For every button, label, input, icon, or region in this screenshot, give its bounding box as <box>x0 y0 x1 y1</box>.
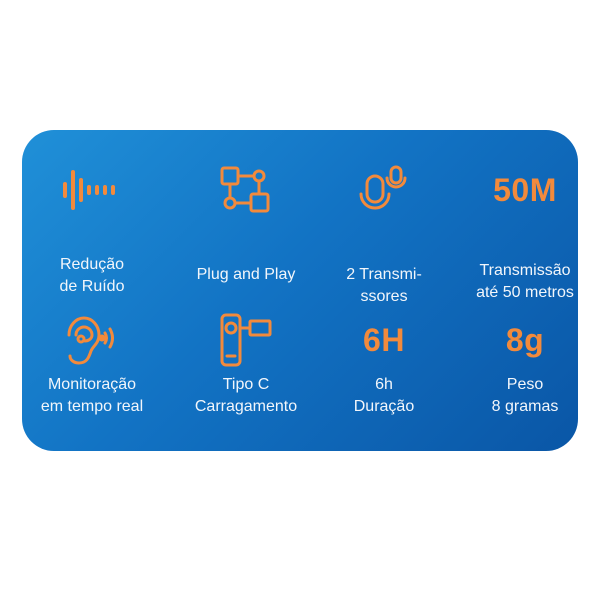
feature-label-line: de Ruído <box>59 278 125 295</box>
feature-label-line: Tipo C <box>222 376 270 393</box>
feature-range: 50M Transmissão até 50 metros <box>450 160 600 302</box>
feature-monitoring: Monitoração em tempo real <box>17 310 167 440</box>
two-microphones-icon <box>309 160 459 220</box>
feature-label-line: Transmissão <box>479 262 571 279</box>
sound-wave-icon <box>17 160 167 220</box>
feature-label-line: Plug and Play <box>196 266 296 283</box>
feature-plug-and-play: Plug and Play <box>171 160 321 300</box>
feature-two-transmitters: 2 Transmi- ssores <box>309 160 459 305</box>
feature-label-line: Duração <box>353 398 415 415</box>
feature-weight: 8g Peso 8 gramas <box>450 310 600 440</box>
ear-sound-icon <box>17 310 167 370</box>
feature-label-line: Monitoração <box>47 376 137 393</box>
feature-label-line: 8 gramas <box>491 398 559 415</box>
feature-usb-c: Tipo C Carragamento <box>171 310 321 440</box>
feature-label-line: Carragamento <box>194 398 298 415</box>
features-card: Redução de Ruído Plug and Play <box>22 130 578 451</box>
feature-battery: 6H 6h Duração <box>309 310 459 440</box>
feature-noise-reduction: Redução de Ruído <box>17 160 167 300</box>
weight-value: 8g <box>505 321 545 358</box>
feature-label-line: até 50 metros <box>476 284 574 301</box>
feature-label-line: ssores <box>360 288 408 305</box>
range-value: 50M <box>493 171 557 208</box>
feature-label-line: 2 Transmi- <box>346 266 422 283</box>
plug-and-play-diagram-icon <box>171 160 321 220</box>
feature-label-line: Redução <box>59 256 125 273</box>
feature-label-line: 6h <box>375 376 393 393</box>
usb-c-transmitter-icon <box>171 310 321 370</box>
feature-label-line: em tempo real <box>40 398 144 415</box>
feature-label-line: Peso <box>506 376 544 393</box>
duration-value: 6H <box>363 321 405 358</box>
